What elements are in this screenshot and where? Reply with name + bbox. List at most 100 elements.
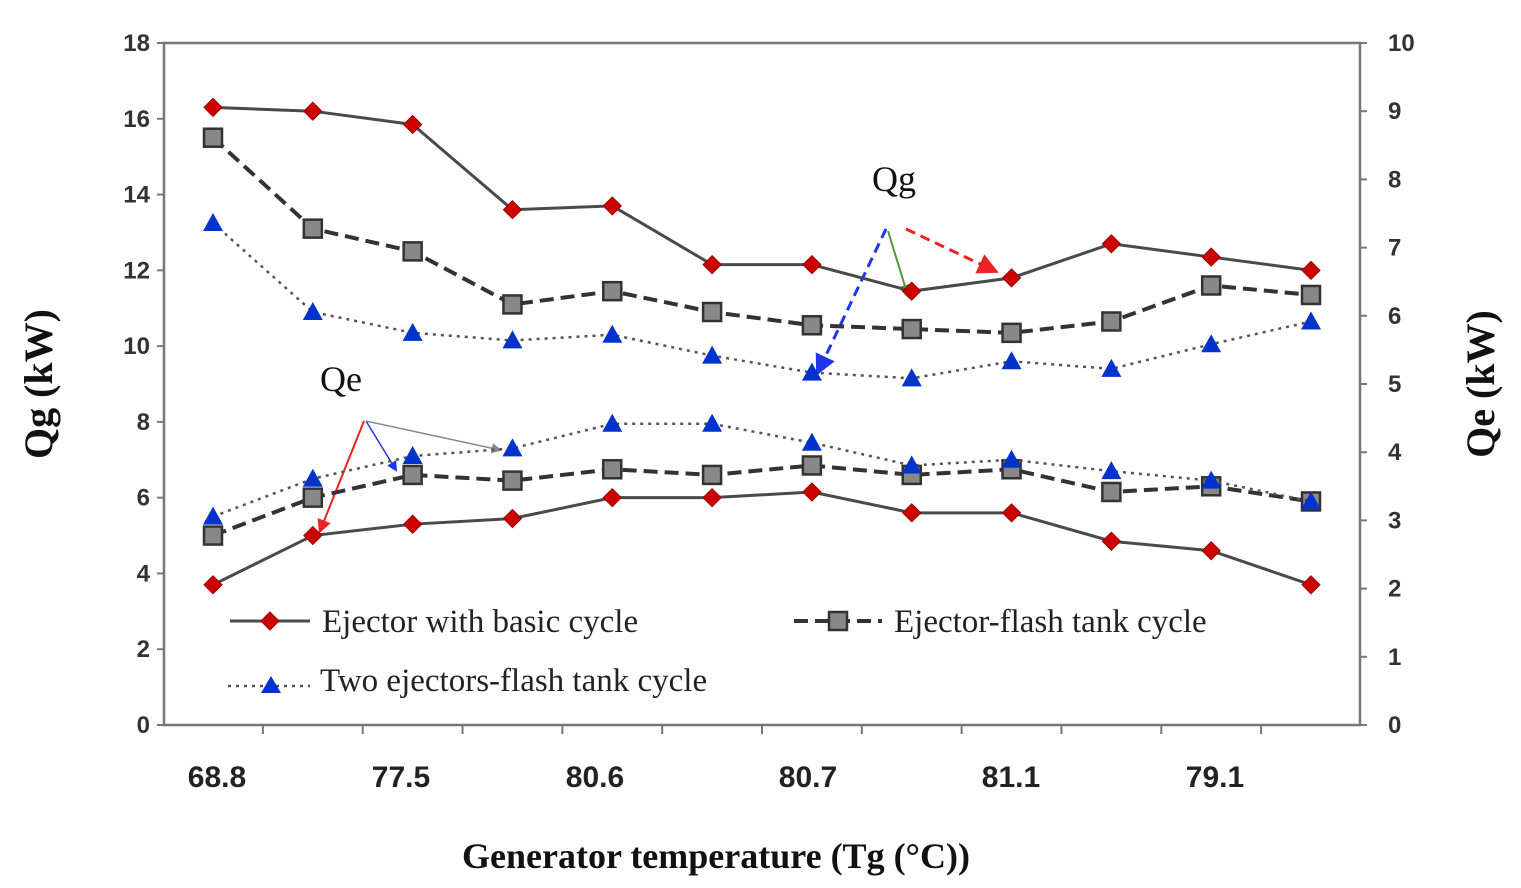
data-point bbox=[702, 413, 723, 432]
legend-entry-two-ejectors: Two ejectors-flash tank cycle bbox=[228, 663, 707, 699]
data-point bbox=[1101, 481, 1122, 503]
annotation-arrows bbox=[317, 227, 999, 534]
data-point bbox=[502, 200, 523, 220]
data-point bbox=[202, 525, 224, 546]
data-point bbox=[1300, 284, 1322, 306]
data-point bbox=[702, 345, 723, 364]
data-point bbox=[1301, 575, 1321, 595]
y2-tick-label: 8 bbox=[1388, 166, 1401, 193]
y-axis-title-left: Qg (kW) bbox=[16, 309, 61, 459]
y-tick-label: 10 bbox=[123, 333, 150, 360]
data-point bbox=[1201, 247, 1221, 267]
data-point bbox=[901, 455, 922, 474]
annotation-qg: Qg bbox=[872, 159, 916, 199]
plot-area bbox=[162, 41, 1362, 727]
data-point bbox=[1301, 260, 1321, 281]
data-point bbox=[801, 362, 822, 381]
y2-tick-label: 9 bbox=[1388, 98, 1401, 125]
y-tick-label: 6 bbox=[137, 485, 150, 512]
data-point bbox=[1201, 334, 1222, 353]
data-point bbox=[1301, 491, 1321, 510]
data-point bbox=[203, 506, 223, 525]
y-tick-label: 2 bbox=[137, 636, 150, 663]
legend-entry-flash: Ejector-flash tank cycle bbox=[794, 604, 1207, 640]
data-point bbox=[302, 468, 323, 487]
x-axis-title: Generator temperature (Tg (°C)) bbox=[462, 836, 970, 876]
data-point bbox=[1101, 358, 1122, 377]
data-point bbox=[203, 212, 223, 231]
data-point bbox=[502, 438, 523, 457]
data-point bbox=[602, 196, 622, 216]
data-point bbox=[1101, 531, 1122, 551]
x-tick-label: 77.5 bbox=[372, 761, 430, 794]
data-point bbox=[502, 294, 523, 315]
data-point bbox=[402, 114, 423, 135]
y-axis-right: 0 1 2 3 4 5 6 7 8 9 10 bbox=[1360, 30, 1415, 739]
y2-tick-label: 3 bbox=[1388, 507, 1401, 534]
qg-arrow-flash bbox=[887, 230, 912, 299]
data-point bbox=[602, 459, 623, 480]
data-point bbox=[602, 413, 623, 432]
y-tick-label: 0 bbox=[137, 712, 150, 739]
data-point bbox=[402, 464, 423, 486]
data-point bbox=[1001, 449, 1022, 468]
qg-arrow-two-ejectors bbox=[815, 228, 888, 376]
data-point bbox=[303, 101, 323, 121]
data-point bbox=[1001, 351, 1022, 370]
y-tick-label: 8 bbox=[137, 409, 150, 436]
series-line bbox=[212, 422, 1312, 518]
legend-label-basic: Ejector with basic cycle bbox=[322, 604, 638, 640]
series-line bbox=[212, 222, 1312, 380]
y2-tick-label: 4 bbox=[1388, 439, 1402, 466]
data-point bbox=[203, 575, 223, 595]
data-point bbox=[1201, 470, 1222, 489]
y-axis-title-right: Qe (kW) bbox=[1458, 310, 1503, 458]
data-point bbox=[302, 218, 324, 239]
data-point bbox=[502, 330, 523, 349]
x-tick-label: 79.1 bbox=[1186, 761, 1244, 794]
series-qe-triangle bbox=[203, 413, 1321, 525]
data-point bbox=[901, 318, 922, 340]
y-tick-label: 12 bbox=[123, 257, 150, 284]
data-point bbox=[702, 254, 722, 275]
data-point bbox=[402, 322, 423, 341]
y2-tick-label: 10 bbox=[1388, 30, 1415, 57]
data-point bbox=[1101, 234, 1122, 254]
y-axis-left: 0 2 4 6 8 10 12 14 16 18 bbox=[123, 30, 164, 739]
y-tick-label: 4 bbox=[137, 560, 151, 587]
x-axis: 68.8 77.5 80.6 80.7 81.1 79.1 bbox=[188, 725, 1263, 794]
y2-tick-label: 1 bbox=[1388, 644, 1401, 671]
data-point bbox=[701, 464, 723, 486]
series-qg-triangle bbox=[203, 212, 1321, 387]
data-point bbox=[302, 487, 324, 508]
data-point bbox=[1200, 275, 1222, 296]
qg-arrow-basic bbox=[905, 227, 999, 274]
data-point bbox=[303, 525, 323, 546]
x-tick-label: 80.7 bbox=[779, 761, 837, 794]
data-point bbox=[302, 302, 323, 321]
data-point bbox=[701, 301, 723, 323]
data-point bbox=[202, 127, 224, 148]
data-point bbox=[902, 281, 922, 301]
data-point bbox=[602, 324, 623, 343]
data-point bbox=[1301, 311, 1321, 330]
series-qg-square bbox=[202, 127, 1322, 344]
data-point bbox=[203, 97, 223, 118]
data-point bbox=[801, 455, 823, 476]
x-tick-label: 80.6 bbox=[566, 761, 624, 794]
legend-label-flash: Ejector-flash tank cycle bbox=[894, 604, 1207, 640]
data-point bbox=[801, 432, 822, 451]
legend: Ejector with basic cycle Ejector-flash t… bbox=[228, 604, 1207, 699]
annotation-qe: Qe bbox=[320, 359, 362, 399]
data-point bbox=[1001, 268, 1022, 288]
series-qg-diamond bbox=[203, 97, 1321, 301]
y2-tick-label: 2 bbox=[1388, 576, 1401, 603]
legend-label-two-ejectors: Two ejectors-flash tank cycle bbox=[320, 663, 707, 699]
data-point bbox=[802, 482, 822, 502]
series-line bbox=[212, 463, 1312, 538]
x-tick-label: 68.8 bbox=[188, 761, 246, 794]
series-line bbox=[211, 136, 1312, 335]
data-point bbox=[502, 470, 523, 491]
data-point bbox=[902, 503, 922, 523]
